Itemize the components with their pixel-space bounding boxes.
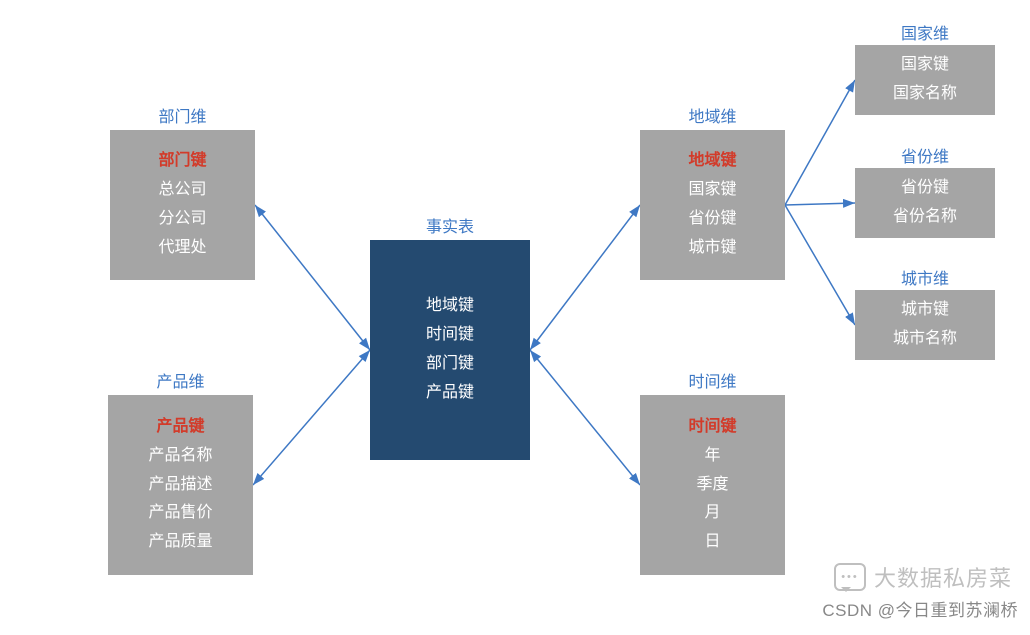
node-row: 产品质量 xyxy=(108,528,253,557)
node-row: 日 xyxy=(640,528,785,557)
node-row: 国家名称 xyxy=(855,80,995,109)
wechat-icon: ••• xyxy=(834,563,866,591)
node-product: 产品维产品键产品名称产品描述产品售价产品质量 xyxy=(108,395,253,575)
node-row: 分公司 xyxy=(110,205,255,234)
node-time: 时间维时间键年季度月日 xyxy=(640,395,785,575)
node-row: 省份名称 xyxy=(855,203,995,232)
node-title: 国家维 xyxy=(855,21,995,50)
node-row: 时间键 xyxy=(370,321,530,350)
node-row: 总公司 xyxy=(110,176,255,205)
node-row: 地域键 xyxy=(370,292,530,321)
watermark-author: CSDN @今日重到苏澜桥 xyxy=(822,596,1018,621)
watermark-brand-text: 大数据私房菜 xyxy=(874,561,1012,593)
edge xyxy=(785,80,855,205)
node-title: 事实表 xyxy=(370,214,530,243)
node-row: 国家键 xyxy=(855,51,995,80)
node-title: 部门维 xyxy=(110,104,255,133)
diagram-canvas: 事实表地域键时间键部门键产品键部门维部门键总公司分公司代理处产品维产品键产品名称… xyxy=(0,0,1030,635)
node-row: 年 xyxy=(640,442,785,471)
node-row: 地域键 xyxy=(640,147,785,176)
node-dept: 部门维部门键总公司分公司代理处 xyxy=(110,130,255,280)
edge xyxy=(253,350,370,485)
node-row: 国家键 xyxy=(640,176,785,205)
node-title: 产品维 xyxy=(108,369,253,398)
edge xyxy=(530,205,640,350)
node-row: 产品键 xyxy=(370,379,530,408)
node-row: 部门键 xyxy=(370,350,530,379)
node-row: 城市键 xyxy=(640,234,785,263)
node-city: 城市维城市键城市名称 xyxy=(855,290,995,360)
edge xyxy=(255,205,370,350)
node-row: 省份键 xyxy=(855,174,995,203)
node-row: 时间键 xyxy=(640,413,785,442)
node-fact: 事实表地域键时间键部门键产品键 xyxy=(370,240,530,460)
node-row: 月 xyxy=(640,499,785,528)
node-region: 地域维地域键国家键省份键城市键 xyxy=(640,130,785,280)
edge xyxy=(785,203,855,205)
node-row: 产品键 xyxy=(108,413,253,442)
edge xyxy=(785,205,855,325)
node-row: 省份键 xyxy=(640,205,785,234)
node-row: 产品名称 xyxy=(108,442,253,471)
node-country: 国家维国家键国家名称 xyxy=(855,45,995,115)
node-title: 时间维 xyxy=(640,369,785,398)
node-row: 产品售价 xyxy=(108,499,253,528)
node-row: 城市键 xyxy=(855,296,995,325)
node-title: 地域维 xyxy=(640,104,785,133)
node-row: 部门键 xyxy=(110,147,255,176)
node-row: 代理处 xyxy=(110,234,255,263)
node-row: 产品描述 xyxy=(108,471,253,500)
edge xyxy=(530,350,640,485)
node-title: 城市维 xyxy=(855,266,995,295)
node-row: 城市名称 xyxy=(855,325,995,354)
node-province: 省份维省份键省份名称 xyxy=(855,168,995,238)
watermark-brand: ••• 大数据私房菜 xyxy=(834,561,1012,593)
node-row: 季度 xyxy=(640,471,785,500)
node-title: 省份维 xyxy=(855,144,995,173)
